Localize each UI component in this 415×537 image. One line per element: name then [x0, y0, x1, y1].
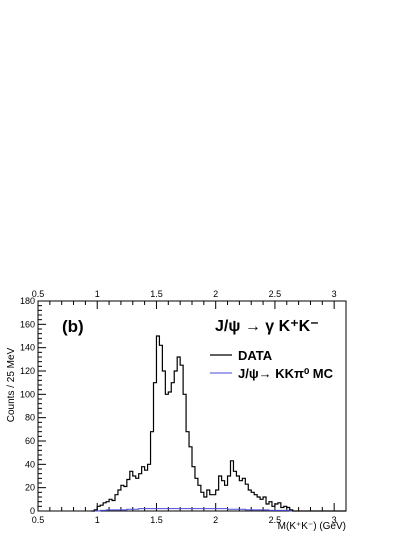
y-tick-labels: 0 20 40 60 80 100 120 140 160 180: [20, 296, 35, 516]
data-histogram-line: [91, 335, 346, 512]
axis-ticks: [37, 300, 347, 512]
y-tick-label: 40: [25, 459, 35, 469]
y-axis-title: Counts / 25 MeV: [6, 347, 17, 422]
legend: DATA J/ψ→ KKπ⁰ MC: [210, 348, 334, 381]
top-x-tick-label: 1: [95, 289, 100, 299]
x-tick-label: 1: [95, 515, 100, 525]
top-x-tick-label: 0.5: [32, 289, 45, 299]
top-x-tick-label: 3: [332, 289, 337, 299]
x-tick-label: 2.5: [269, 515, 282, 525]
y-tick-label: 160: [20, 319, 35, 329]
top-x-tick-label: 1.5: [150, 289, 163, 299]
x-axis-title: M(K⁺K⁻) (GeV): [278, 521, 346, 532]
y-tick-label: 60: [25, 436, 35, 446]
y-tick-label: 140: [20, 343, 35, 353]
bottom-x-tick-labels: 0.5 1 1.5 2 2.5 3: [32, 515, 337, 525]
y-tick-label: 80: [25, 413, 35, 423]
x-tick-label: 1.5: [150, 515, 163, 525]
legend-mc-label: J/ψ→ KKπ⁰ MC: [238, 366, 334, 381]
top-x-tick-labels: 0.5 1 1.5 2 2.5 3: [32, 289, 337, 299]
legend-data-label: DATA: [238, 348, 273, 363]
top-x-tick-label: 2.5: [269, 289, 282, 299]
y-tick-label: 120: [20, 366, 35, 376]
x-tick-label: 0.5: [32, 515, 45, 525]
x-tick-label: 3: [332, 515, 337, 525]
panel-label: (b): [62, 317, 84, 336]
mc-histogram-line: [91, 508, 346, 512]
y-tick-label: 20: [25, 483, 35, 493]
x-tick-label: 2: [213, 515, 218, 525]
top-x-tick-label: 2: [213, 289, 218, 299]
decay-channel-title: J/ψ → γ K⁺K⁻: [215, 318, 319, 335]
y-tick-label: 180: [20, 296, 35, 306]
y-tick-label: 0: [30, 506, 35, 516]
y-tick-label: 100: [20, 389, 35, 399]
